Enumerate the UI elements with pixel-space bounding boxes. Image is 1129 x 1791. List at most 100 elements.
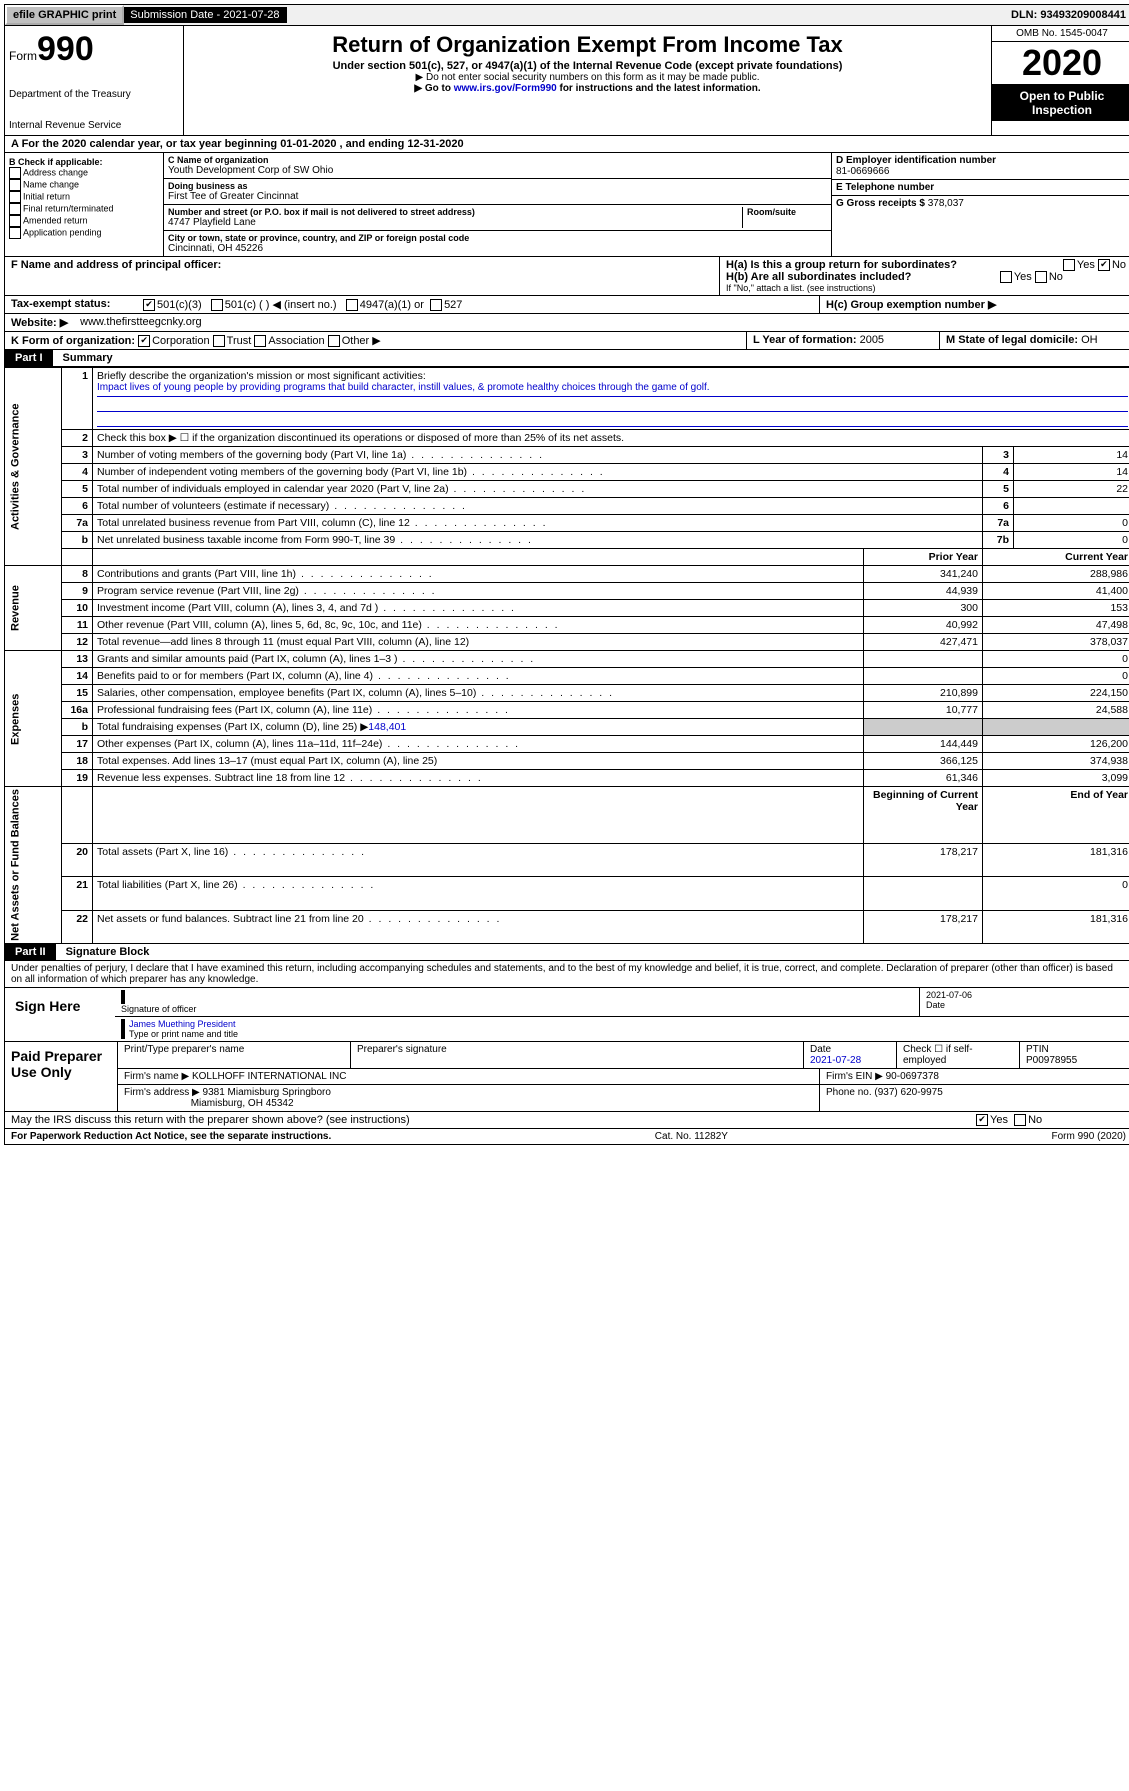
officer-name-label: Type or print name and title bbox=[129, 1029, 1126, 1039]
year-formation: 2005 bbox=[860, 334, 884, 346]
p18: 366,125 bbox=[864, 753, 983, 770]
p9: 44,939 bbox=[864, 583, 983, 600]
open-inspection: Open to Public Inspection bbox=[992, 85, 1129, 121]
prep-date-hdr: Date2021-07-28 bbox=[804, 1042, 897, 1068]
ha-no-checkbox[interactable] bbox=[1098, 259, 1110, 271]
trust-checkbox[interactable] bbox=[213, 335, 225, 347]
part1-header: Part I Summary bbox=[4, 350, 1129, 367]
address-label: Number and street (or P.O. box if mail i… bbox=[168, 207, 742, 217]
line15: Salaries, other compensation, employee b… bbox=[93, 685, 864, 702]
firm-addr1: 9381 Miamisburg Springboro bbox=[203, 1087, 331, 1098]
line20: Total assets (Part X, line 16) bbox=[93, 844, 864, 877]
dept-treasury: Department of the Treasury bbox=[9, 89, 179, 100]
part2-tab: Part II bbox=[5, 944, 56, 960]
final-return-checkbox[interactable] bbox=[9, 203, 21, 215]
discuss-yes-checkbox[interactable] bbox=[976, 1114, 988, 1126]
discuss-row: May the IRS discuss this return with the… bbox=[4, 1112, 1129, 1129]
address-change-label: Address change bbox=[23, 167, 88, 177]
page-footer: For Paperwork Reduction Act Notice, see … bbox=[4, 1129, 1129, 1145]
ha-yes-checkbox[interactable] bbox=[1063, 259, 1075, 271]
other-label: Other ▶ bbox=[342, 335, 381, 347]
amended-label: Amended return bbox=[23, 215, 88, 225]
hdr-end: End of Year bbox=[983, 787, 1129, 844]
v3: 14 bbox=[1014, 447, 1129, 464]
signature-block: Sign Here Signature of officer 2021-07-0… bbox=[4, 988, 1129, 1042]
p8: 341,240 bbox=[864, 566, 983, 583]
tax-exempt-row: Tax-exempt status: 501(c)(3) 501(c) ( ) … bbox=[4, 296, 1129, 314]
501c-label: 501(c) ( ) ◀ (insert no.) bbox=[225, 299, 337, 311]
sig-date-label: Date bbox=[926, 1000, 1126, 1010]
domicile-label: M State of legal domicile: bbox=[946, 334, 1078, 346]
discuss-no-checkbox[interactable] bbox=[1014, 1114, 1026, 1126]
form-subtitle: Under section 501(c), 527, or 4947(a)(1)… bbox=[188, 60, 987, 72]
amended-checkbox[interactable] bbox=[9, 215, 21, 227]
officer-label: F Name and address of principal officer: bbox=[11, 259, 221, 271]
form-header: Form990 Department of the Treasury Inter… bbox=[4, 26, 1129, 136]
v6 bbox=[1014, 498, 1129, 515]
other-checkbox[interactable] bbox=[328, 335, 340, 347]
efile-print-button[interactable]: efile GRAPHIC print bbox=[5, 5, 124, 25]
side-expenses: Expenses bbox=[5, 651, 62, 787]
527-checkbox[interactable] bbox=[430, 299, 442, 311]
initial-return-checkbox[interactable] bbox=[9, 191, 21, 203]
discuss-no-label: No bbox=[1028, 1114, 1042, 1126]
p21 bbox=[864, 877, 983, 910]
assoc-checkbox[interactable] bbox=[254, 335, 266, 347]
paid-preparer-block: Paid Preparer Use Only Print/Type prepar… bbox=[4, 1042, 1129, 1112]
website-row: Website: ▶ www.thefirstteegcnky.org bbox=[4, 314, 1129, 332]
name-change-checkbox[interactable] bbox=[9, 179, 21, 191]
line-num: 1 bbox=[62, 368, 93, 430]
initial-return-label: Initial return bbox=[23, 191, 70, 201]
527-label: 527 bbox=[444, 299, 462, 311]
box-b-label: B Check if applicable: bbox=[9, 157, 159, 167]
officer-name: James Muething President bbox=[129, 1019, 1126, 1029]
org-info-block: B Check if applicable: Address change Na… bbox=[4, 153, 1129, 257]
v7a: 0 bbox=[1014, 515, 1129, 532]
line1-label: Briefly describe the organization's miss… bbox=[97, 370, 1128, 382]
sig-officer-label: Signature of officer bbox=[121, 1004, 913, 1014]
side-netassets: Net Assets or Fund Balances bbox=[5, 787, 62, 944]
form-number: Form990 bbox=[9, 30, 179, 69]
501c3-label: 501(c)(3) bbox=[157, 299, 202, 311]
p10: 300 bbox=[864, 600, 983, 617]
year-formation-label: L Year of formation: bbox=[753, 334, 857, 346]
c8: 288,986 bbox=[983, 566, 1129, 583]
501c3-checkbox[interactable] bbox=[143, 299, 155, 311]
discuss-yes-label: Yes bbox=[990, 1114, 1008, 1126]
app-pending-checkbox[interactable] bbox=[9, 227, 21, 239]
prep-ptin-hdr: PTINP00978955 bbox=[1020, 1042, 1129, 1068]
hb-yes-checkbox[interactable] bbox=[1000, 271, 1012, 283]
p19: 61,346 bbox=[864, 770, 983, 787]
firm-ein-label: Firm's EIN ▶ bbox=[826, 1071, 883, 1082]
c9: 41,400 bbox=[983, 583, 1129, 600]
firm-phone: (937) 620-9975 bbox=[874, 1087, 942, 1098]
final-return-label: Final return/terminated bbox=[23, 203, 114, 213]
ein-label: D Employer identification number bbox=[836, 155, 1128, 166]
hdr-beg: Beginning of Current Year bbox=[864, 787, 983, 844]
line10: Investment income (Part VIII, column (A)… bbox=[93, 600, 864, 617]
c14: 0 bbox=[983, 668, 1129, 685]
trust-label: Trust bbox=[227, 335, 252, 347]
instructions-link[interactable]: www.irs.gov/Form990 bbox=[454, 83, 557, 94]
ssn-note: ▶ Do not enter social security numbers o… bbox=[188, 72, 987, 83]
tax-year: 2020 bbox=[992, 42, 1129, 85]
line14: Benefits paid to or for members (Part IX… bbox=[93, 668, 864, 685]
tax-exempt-label: Tax-exempt status: bbox=[5, 296, 137, 313]
line17: Other expenses (Part IX, column (A), lin… bbox=[93, 736, 864, 753]
line19: Revenue less expenses. Subtract line 18 … bbox=[93, 770, 864, 787]
line5: Total number of individuals employed in … bbox=[93, 481, 983, 498]
prep-selfemp-hdr: Check ☐ if self-employed bbox=[897, 1042, 1020, 1068]
address-change-checkbox[interactable] bbox=[9, 167, 21, 179]
part2-title: Signature Block bbox=[56, 944, 160, 960]
hb-no-checkbox[interactable] bbox=[1035, 271, 1047, 283]
4947-checkbox[interactable] bbox=[346, 299, 358, 311]
c13: 0 bbox=[983, 651, 1129, 668]
v4: 14 bbox=[1014, 464, 1129, 481]
501c-checkbox[interactable] bbox=[211, 299, 223, 311]
corp-checkbox[interactable] bbox=[138, 335, 150, 347]
line9: Program service revenue (Part VIII, line… bbox=[93, 583, 864, 600]
p13 bbox=[864, 651, 983, 668]
mission-blank-line bbox=[97, 397, 1128, 412]
v7b: 0 bbox=[1014, 532, 1129, 549]
instructions-note: ▶ Go to www.irs.gov/Form990 for instruct… bbox=[188, 83, 987, 94]
